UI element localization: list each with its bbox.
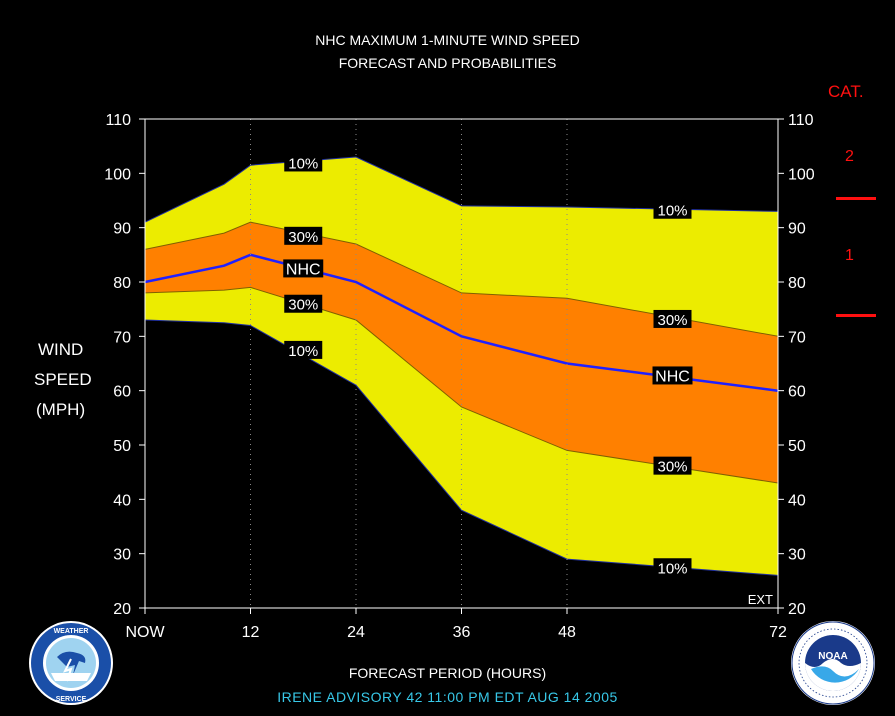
- x-tick-label-24: 24: [347, 624, 365, 641]
- x-axis-label: FORECAST PERIOD (HOURS): [348, 665, 547, 681]
- svg-text:NOAA: NOAA: [818, 651, 847, 662]
- y-tick-label-left-50: 50: [113, 438, 131, 455]
- y-tick-label-right-70: 70: [788, 329, 806, 346]
- chart-title-line2: FORECAST AND PROBABILITIES: [338, 55, 557, 71]
- band-label-5: 10%: [657, 203, 687, 220]
- y-tick-label-left-70: 70: [113, 329, 131, 346]
- band-label-box-1: [284, 226, 323, 245]
- band-label-box-4: [284, 340, 323, 359]
- x-tick-label-48: 48: [558, 624, 576, 641]
- y-tick-label-right-110: 110: [788, 112, 814, 129]
- band-label-6: 30%: [657, 312, 687, 329]
- y-axis-label-line3: (MPH): [36, 400, 86, 419]
- category-boundary-line-lower: [836, 314, 876, 317]
- band-label-box-3: [284, 294, 323, 313]
- nws-logo: WEATHER SERVICE: [29, 621, 113, 705]
- band-label-4: 10%: [288, 343, 318, 360]
- y-tick-label-left-20: 20: [113, 601, 131, 618]
- band-label-1: 30%: [288, 229, 318, 246]
- chart-title-line1: NHC MAXIMUM 1-MINUTE WIND SPEED: [315, 32, 580, 48]
- nhc-forecast-line: [144, 253, 779, 392]
- band-label-0: 10%: [288, 155, 318, 172]
- band-label-box-0: [284, 153, 323, 172]
- svg-text:SERVICE: SERVICE: [56, 696, 87, 703]
- ext-label: EXT: [748, 592, 773, 607]
- x-tick-label-0: NOW: [125, 624, 165, 641]
- x-tick-label-72: 72: [769, 624, 787, 641]
- svg-text:WEATHER: WEATHER: [54, 628, 89, 635]
- y-tick-label-left-110: 110: [105, 112, 131, 129]
- y-tick-label-left-90: 90: [113, 221, 131, 238]
- category-2-label: 2: [845, 148, 854, 165]
- category-1-label: 1: [845, 247, 854, 264]
- y-tick-label-right-90: 90: [788, 221, 806, 238]
- band-label-2: NHC: [286, 261, 321, 278]
- y-tick-label-right-50: 50: [788, 438, 806, 455]
- y-tick-label-left-30: 30: [113, 547, 131, 564]
- y-tick-label-left-40: 40: [113, 492, 131, 509]
- y-axis-label-line1: WIND: [38, 340, 84, 359]
- band-label-box-9: [653, 558, 692, 577]
- band-edge-line-0: [144, 156, 779, 223]
- advisory-footer: IRENE ADVISORY 42 11:00 PM EDT AUG 14 20…: [277, 689, 618, 705]
- y-tick-label-left-80: 80: [113, 275, 131, 292]
- band-label-box-8: [653, 456, 692, 475]
- y-tick-label-right-40: 40: [788, 492, 806, 509]
- y-tick-label-left-60: 60: [113, 384, 131, 401]
- y-tick-label-left-100: 100: [104, 166, 131, 183]
- y-axis-label-line2: SPEED: [34, 370, 92, 389]
- noaa-logo: NOAA: [791, 621, 875, 705]
- category-panel-title: CAT.: [828, 82, 864, 101]
- y-tick-label-right-20: 20: [788, 601, 806, 618]
- band-label-box-6: [653, 309, 692, 328]
- band-label-8: 30%: [657, 459, 687, 476]
- band-label-3: 30%: [288, 297, 318, 314]
- band-label-box-2: [283, 259, 324, 278]
- y-tick-label-right-30: 30: [788, 547, 806, 564]
- band-label-7: NHC: [655, 368, 690, 385]
- band-label-box-5: [653, 200, 692, 219]
- inner-probability-band: [145, 222, 778, 483]
- y-tick-label-right-80: 80: [788, 275, 806, 292]
- band-label-9: 10%: [657, 560, 687, 577]
- x-tick-label-12: 12: [242, 624, 260, 641]
- y-tick-label-right-60: 60: [788, 384, 806, 401]
- x-tick-label-36: 36: [453, 624, 471, 641]
- y-tick-label-right-100: 100: [788, 166, 815, 183]
- category-boundary-line-upper: [836, 197, 876, 200]
- band-label-box-7: [652, 366, 693, 385]
